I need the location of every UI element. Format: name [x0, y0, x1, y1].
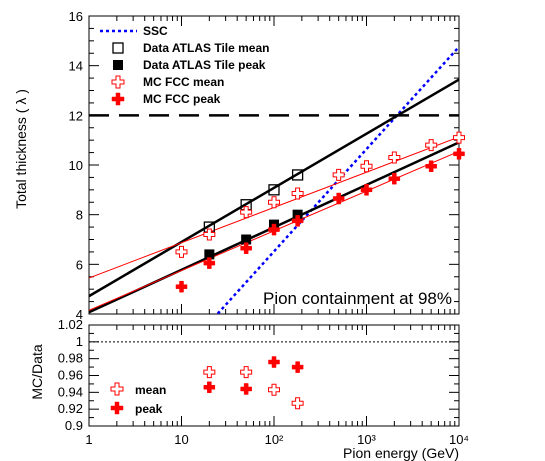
legend-mean-swatch [110, 382, 124, 396]
ratio-mean-point [240, 366, 253, 379]
mc-fcc-peak-point [388, 172, 401, 185]
y-tick-label: 14 [69, 59, 83, 74]
mc-fcc-peak-point [268, 223, 280, 236]
y-tick-label: 6 [76, 257, 83, 272]
mc-fcc-mean-point [388, 151, 401, 164]
y-tick-label: 8 [76, 208, 83, 223]
mc-fcc-peak-point [175, 280, 188, 293]
top-y-axis-title: Total thickness ( λ ) [13, 89, 29, 209]
x-tick-label: 10 [174, 432, 188, 447]
annotation-pion-containment: Pion containment at 98% [263, 289, 452, 308]
x-tick-label: 10² [265, 432, 284, 447]
data-atlas-tile-mean-point [268, 184, 280, 196]
legend-mean-label: mean [135, 383, 166, 397]
y-tick-label: 0.92 [58, 401, 83, 416]
x-tick-label: 10³ [357, 432, 376, 447]
legend-data-atlas-tile-peak-swatch [113, 60, 123, 70]
y-tick-label: 0.9 [65, 418, 83, 433]
mc-fcc-mean-point [240, 206, 253, 219]
ratio-mean-point [291, 397, 304, 410]
bottom-y-axis-title: MC/Data [29, 344, 45, 399]
top-markers [175, 131, 465, 293]
legend-mc-fcc-mean-swatch [111, 75, 125, 89]
mc-fcc-peak-point [203, 257, 216, 269]
mc-fcc-peak-point [240, 242, 252, 254]
bottom-axis-ticks: 0.9 0.92 0.940.96 0.98 1 1.02 1 10 10² 10³ 10⁴ [58, 317, 469, 447]
ratio-mean-point [203, 366, 216, 379]
ratio-peak-point [268, 356, 280, 368]
mc-fcc-mean-point [360, 160, 373, 173]
y-tick-label: 4 [76, 307, 83, 322]
y-tick-label: 1 [76, 334, 83, 349]
top-legend: SSC Data ATLAS Tile mean Data ATLAS Tile p… [100, 24, 269, 106]
mc-fcc-peak-point [332, 192, 345, 205]
mc-fcc-mean-point [332, 168, 345, 181]
x-tick-label: 10⁴ [449, 432, 469, 447]
legend-mc-fcc-peak-label: MC FCC peak [143, 92, 221, 106]
data-atlas-tile-mean-point [291, 169, 304, 181]
ratio-peak-point [203, 381, 216, 394]
mc-fcc-peak-point [291, 215, 304, 227]
x-axis-title: Pion energy (GeV) [343, 445, 459, 461]
legend-data-atlas-tile-peak-label: Data ATLAS Tile peak [143, 58, 266, 72]
x-tick-label: 1 [85, 432, 92, 447]
y-tick-label: 0.94 [58, 384, 83, 399]
mc-fcc-mean-point [425, 139, 438, 152]
legend-mc-fcc-mean-label: MC FCC mean [143, 75, 224, 89]
y-tick-label: 10 [69, 158, 83, 173]
atlas-fit-line [89, 78, 459, 298]
bottom-legend: mean peak [110, 382, 166, 416]
mc-fcc-mean-point [268, 196, 280, 209]
ratio-peak-point [240, 383, 252, 395]
mc-fcc-mean-point [203, 228, 216, 241]
legend-peak-label: peak [135, 402, 163, 416]
mc-fcc-mean-point [453, 131, 465, 144]
mc-fcc-peak-point [425, 160, 437, 172]
y-tick-label: 12 [69, 108, 83, 123]
y-tick-label: 16 [69, 9, 83, 24]
legend-peak-swatch [110, 401, 124, 415]
mc-fcc-peak-point [360, 184, 373, 196]
mc-fcc-mean-point [291, 187, 304, 200]
legend-ssc-label: SSC [143, 24, 168, 38]
ratio-peak-point [291, 361, 304, 373]
legend-mc-fcc-peak-swatch [111, 92, 125, 106]
ratio-mean-point [268, 383, 280, 396]
y-tick-label: 0.96 [58, 368, 83, 383]
mc-fcc-mean-point [175, 245, 188, 258]
legend-data-atlas-tile-mean-swatch [112, 42, 124, 54]
top-panel: 4 6 8 10 12 14 16 SSC Data ATLAS Tile mean Data … [13, 9, 465, 322]
top-axis-ticks: 4 6 8 10 12 14 16 [69, 9, 459, 322]
mc-fcc-peak-point [453, 148, 465, 160]
bottom-markers [203, 356, 304, 410]
y-tick-label: 0.98 [58, 351, 83, 366]
legend-data-atlas-tile-mean-label: Data ATLAS Tile mean [143, 41, 269, 55]
bottom-panel: 0.9 0.92 0.940.96 0.98 1 1.02 1 10 10² 10³ 10⁴ mea… [29, 317, 469, 461]
y-tick-label: 1.02 [58, 317, 83, 332]
